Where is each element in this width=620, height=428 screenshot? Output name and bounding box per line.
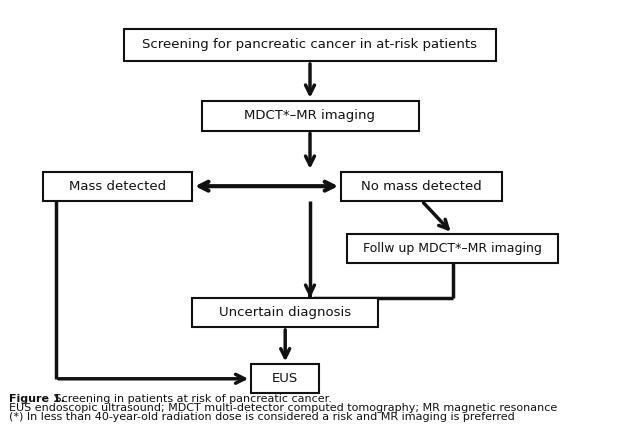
FancyBboxPatch shape bbox=[124, 29, 496, 61]
FancyBboxPatch shape bbox=[251, 364, 319, 393]
Text: No mass detected: No mass detected bbox=[361, 180, 482, 193]
Text: Screening in patients at risk of pancreatic cancer.: Screening in patients at risk of pancrea… bbox=[51, 394, 332, 404]
FancyBboxPatch shape bbox=[43, 172, 192, 201]
Text: (*) In less than 40-year-old radiation dose is considered a risk and MR imaging : (*) In less than 40-year-old radiation d… bbox=[9, 412, 515, 422]
FancyBboxPatch shape bbox=[202, 101, 418, 131]
Text: MDCT*–MR imaging: MDCT*–MR imaging bbox=[244, 109, 376, 122]
Text: Mass detected: Mass detected bbox=[69, 180, 166, 193]
FancyBboxPatch shape bbox=[347, 234, 558, 263]
Text: Follw up MDCT*–MR imaging: Follw up MDCT*–MR imaging bbox=[363, 242, 542, 255]
Text: Screening for pancreatic cancer in at-risk patients: Screening for pancreatic cancer in at-ri… bbox=[143, 39, 477, 51]
FancyBboxPatch shape bbox=[192, 298, 378, 327]
FancyBboxPatch shape bbox=[341, 172, 502, 201]
Text: EUS: EUS bbox=[272, 372, 298, 385]
Text: Uncertain diagnosis: Uncertain diagnosis bbox=[219, 306, 352, 319]
Text: Figure 1.: Figure 1. bbox=[9, 394, 65, 404]
Text: EUS endoscopic ultrasound; MDCT multi-detector computed tomography; MR magnetic : EUS endoscopic ultrasound; MDCT multi-de… bbox=[9, 403, 557, 413]
